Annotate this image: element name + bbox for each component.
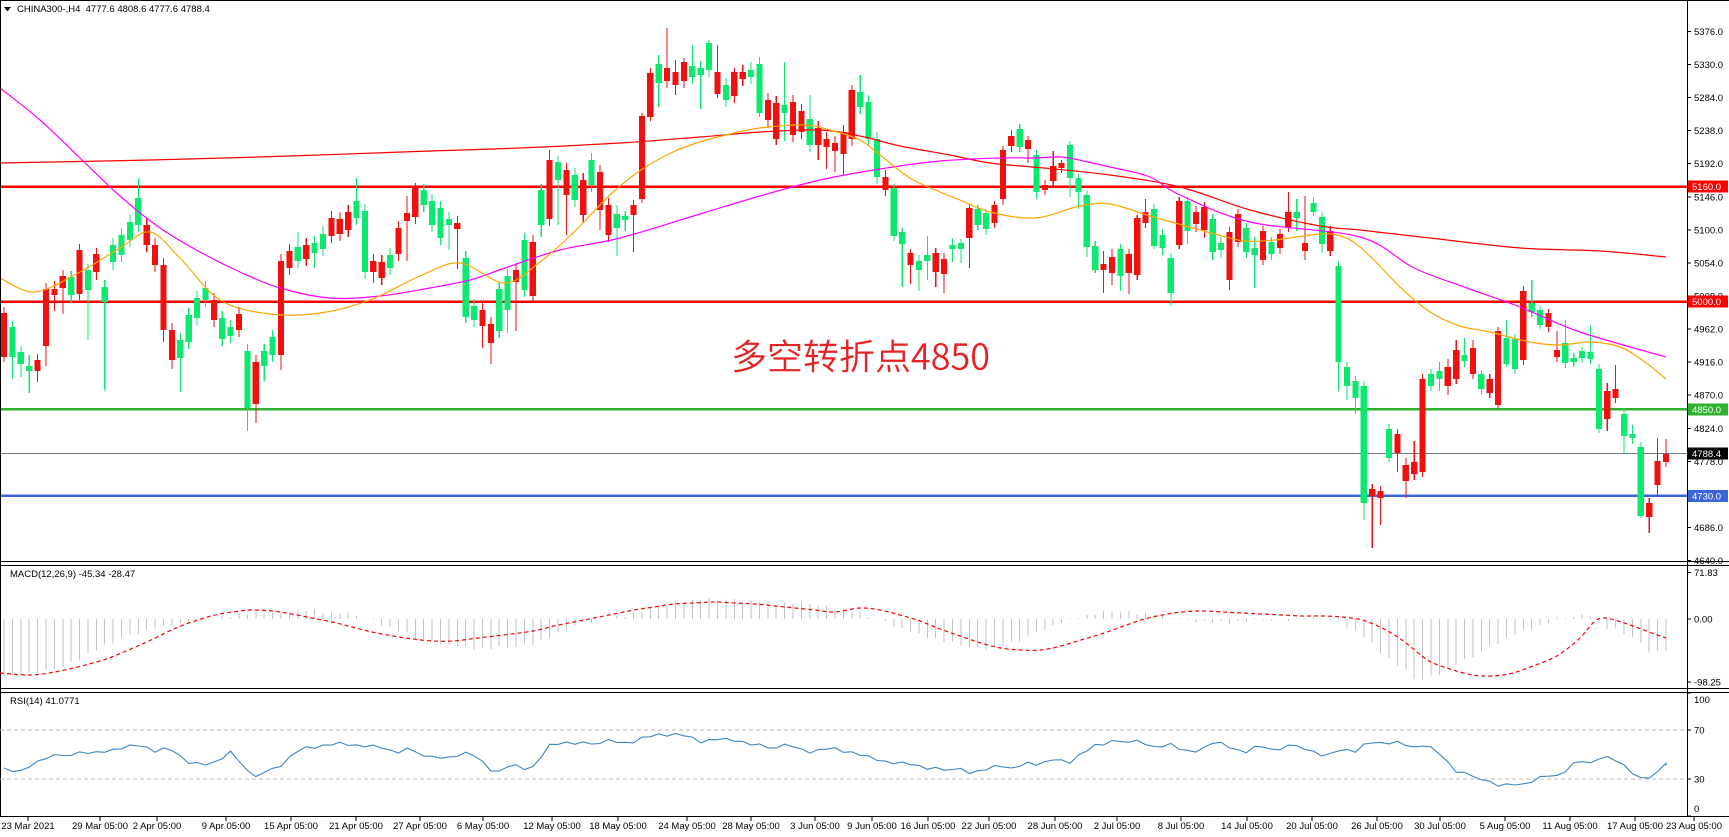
svg-text:22 Jun 05:00: 22 Jun 05:00: [962, 821, 1017, 832]
svg-text:5146.0: 5146.0: [1694, 192, 1723, 203]
svg-text:5376.0: 5376.0: [1694, 27, 1723, 38]
svg-text:CHINA300-,H4 4777.6 4808.6 47: CHINA300-,H4 4777.6 4808.6 4777.6 4788.4: [17, 4, 210, 15]
svg-text:4850.0: 4850.0: [1692, 405, 1721, 416]
svg-text:MACD(12,26,9) -45.34 -28.47: MACD(12,26,9) -45.34 -28.47: [10, 569, 135, 580]
svg-text:9 Apr 05:00: 9 Apr 05:00: [202, 821, 251, 832]
svg-text:4730.0: 4730.0: [1692, 491, 1721, 502]
svg-text:4788.4: 4788.4: [1692, 449, 1721, 460]
svg-text:12 May 05:00: 12 May 05:00: [523, 821, 581, 832]
svg-text:15 Apr 05:00: 15 Apr 05:00: [264, 821, 318, 832]
svg-text:-98.25: -98.25: [1694, 678, 1721, 689]
svg-text:26 Jul 05:00: 26 Jul 05:00: [1351, 821, 1403, 832]
svg-text:23 Aug 05:00: 23 Aug 05:00: [1666, 821, 1722, 832]
svg-text:20 Jul 05:00: 20 Jul 05:00: [1286, 821, 1338, 832]
svg-text:6 May 05:00: 6 May 05:00: [457, 821, 509, 832]
svg-text:5330.0: 5330.0: [1694, 60, 1723, 71]
svg-text:16 Jun 05:00: 16 Jun 05:00: [901, 821, 956, 832]
svg-text:23 Mar 2021: 23 Mar 2021: [1, 821, 54, 832]
svg-text:28 Jun 05:00: 28 Jun 05:00: [1028, 821, 1083, 832]
svg-text:5238.0: 5238.0: [1694, 126, 1723, 137]
svg-text:5100.0: 5100.0: [1694, 225, 1723, 236]
svg-text:30: 30: [1694, 775, 1705, 786]
svg-text:4778.0: 4778.0: [1694, 457, 1723, 468]
svg-text:18 May 05:00: 18 May 05:00: [589, 821, 647, 832]
svg-text:3 Jun 05:00: 3 Jun 05:00: [790, 821, 840, 832]
svg-text:0: 0: [1694, 804, 1699, 815]
svg-text:5054.0: 5054.0: [1694, 258, 1723, 269]
svg-text:5284.0: 5284.0: [1694, 93, 1723, 104]
svg-text:24 May 05:00: 24 May 05:00: [658, 821, 716, 832]
svg-text:4686.0: 4686.0: [1694, 523, 1723, 534]
svg-text:0.00: 0.00: [1694, 615, 1713, 626]
svg-text:29 Mar 05:00: 29 Mar 05:00: [72, 821, 128, 832]
svg-text:71.83: 71.83: [1694, 568, 1718, 579]
svg-text:27 Apr 05:00: 27 Apr 05:00: [393, 821, 447, 832]
svg-text:70: 70: [1694, 726, 1705, 737]
svg-text:5 Aug 05:00: 5 Aug 05:00: [1480, 821, 1531, 832]
svg-text:28 May 05:00: 28 May 05:00: [722, 821, 780, 832]
svg-text:8 Jul 05:00: 8 Jul 05:00: [1158, 821, 1204, 832]
svg-text:21 Apr 05:00: 21 Apr 05:00: [329, 821, 383, 832]
svg-text:4640.0: 4640.0: [1694, 556, 1723, 567]
svg-text:9 Jun 05:00: 9 Jun 05:00: [847, 821, 897, 832]
svg-text:100: 100: [1694, 695, 1710, 706]
svg-text:4824.0: 4824.0: [1694, 424, 1723, 435]
svg-text:5160.0: 5160.0: [1692, 182, 1721, 193]
svg-text:4916.0: 4916.0: [1694, 358, 1723, 369]
svg-text:2 Apr 05:00: 2 Apr 05:00: [133, 821, 182, 832]
svg-text:4870.0: 4870.0: [1694, 391, 1723, 402]
svg-text:30 Jul 05:00: 30 Jul 05:00: [1414, 821, 1466, 832]
svg-text:2 Jul 05:00: 2 Jul 05:00: [1094, 821, 1140, 832]
svg-text:17 Aug 05:00: 17 Aug 05:00: [1607, 821, 1663, 832]
svg-text:14 Jul 05:00: 14 Jul 05:00: [1221, 821, 1273, 832]
svg-text:11 Aug 05:00: 11 Aug 05:00: [1542, 821, 1597, 832]
svg-text:5192.0: 5192.0: [1694, 159, 1723, 170]
svg-text:RSI(14) 41.0771: RSI(14) 41.0771: [10, 696, 80, 707]
svg-text:4962.0: 4962.0: [1694, 325, 1723, 336]
svg-text:5000.0: 5000.0: [1692, 297, 1721, 308]
